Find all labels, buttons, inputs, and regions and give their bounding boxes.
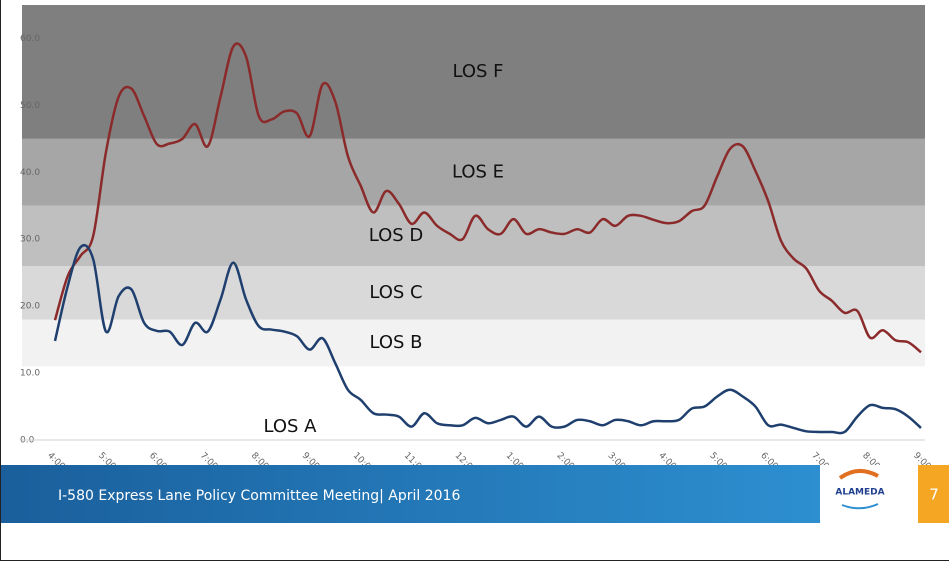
los-band xyxy=(22,138,925,206)
y-tick-label: 20.0 xyxy=(20,302,40,312)
logo-swoosh xyxy=(838,469,879,480)
page-number: 7 xyxy=(929,486,939,504)
los-band xyxy=(22,366,925,440)
band-label: LOS A xyxy=(263,416,317,437)
y-tick-label: 10.0 xyxy=(20,369,40,379)
y-tick-label: 50.0 xyxy=(20,101,40,111)
logo-box xyxy=(820,465,918,523)
los-band xyxy=(22,266,925,320)
band-label: LOS E xyxy=(452,161,504,182)
series-line xyxy=(53,42,922,354)
series-line xyxy=(53,244,922,435)
page-box xyxy=(918,465,949,523)
y-tick-label: 40.0 xyxy=(20,168,40,178)
logo-text: ALAMEDA xyxy=(835,488,884,498)
y-tick-label: 60.0 xyxy=(20,34,40,44)
los-band xyxy=(22,5,925,139)
logo-wave xyxy=(841,503,879,510)
los-band xyxy=(22,319,925,367)
y-tick-label: 30.0 xyxy=(20,235,40,245)
band-label: LOS D xyxy=(369,225,424,246)
band-label: LOS C xyxy=(369,282,422,303)
band-label: LOS B xyxy=(369,332,422,353)
footer-bar xyxy=(0,465,820,523)
los-band xyxy=(22,205,925,266)
footer-text: I-580 Express Lane Policy Committee Meet… xyxy=(58,488,460,504)
band-label: LOS F xyxy=(452,61,503,82)
